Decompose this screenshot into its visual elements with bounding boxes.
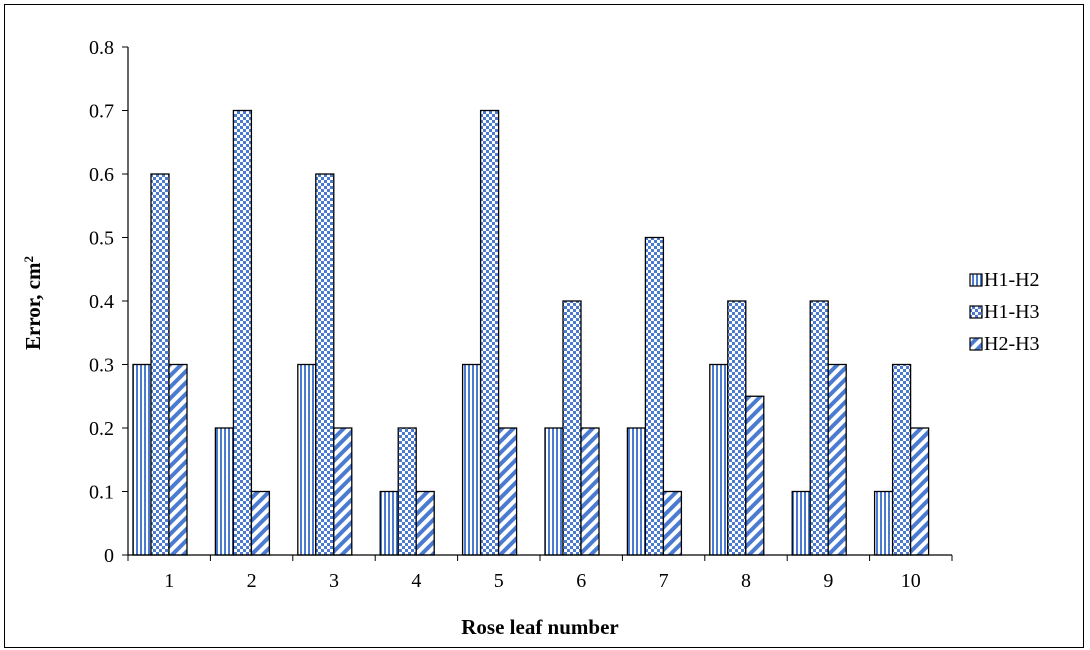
- bar-h2-h3-cat-5: [497, 427, 518, 556]
- bar-h1-h3-cat-1: [150, 173, 170, 556]
- y-tick-label: 0.5: [89, 228, 114, 250]
- bar-h2-h3-cat-8: [745, 395, 765, 556]
- x-axis-title: Rose leaf number: [461, 615, 618, 639]
- x-tick-label: 7: [659, 570, 669, 592]
- bar-h1-h3-cat-7: [644, 236, 665, 556]
- bar-h1-h2-cat-7: [626, 427, 647, 556]
- bar-h1-h3-cat-2: [232, 109, 253, 556]
- y-tick-label: 0.8: [89, 37, 114, 59]
- y-tick-label: 0.7: [89, 101, 114, 123]
- y-axis-ticks: 0 0.1 0.2 0.3 0.4 0.5 0.6 0.7 0.8: [89, 37, 128, 567]
- bar-h1-h2-cat-5: [461, 363, 482, 556]
- bar-h1-h2-cat-10: [873, 490, 894, 556]
- y-axis-title: Error, cm2: [21, 256, 46, 350]
- bar-h1-h2-cat-1: [132, 363, 152, 556]
- bar-h1-h3-cat-5: [479, 109, 500, 556]
- bar-h2-h3-cat-9: [827, 363, 847, 556]
- legend-swatch-h1-h2: [969, 273, 983, 287]
- legend: H1-H2 H1-H3 H2-H3: [969, 269, 1040, 355]
- x-tick-label: 3: [329, 570, 339, 592]
- legend-label-h2-h3: H2-H3: [984, 333, 1040, 355]
- x-tick-label: 10: [901, 570, 921, 592]
- y-tick-label: 0.1: [89, 482, 114, 504]
- bar-h2-h3-cat-3: [333, 427, 353, 556]
- x-tick-label: 6: [576, 570, 586, 592]
- legend-swatch-h2-h3: [969, 337, 983, 351]
- bar-h1-h2-cat-3: [297, 363, 317, 556]
- bar-h1-h2-cat-4: [379, 490, 399, 556]
- bar-h2-h3-cat-2: [250, 490, 271, 556]
- legend-label-h1-h3: H1-H3: [984, 301, 1040, 323]
- bar-h2-h3-cat-1: [168, 363, 188, 556]
- bar-h1-h3-cat-10: [891, 363, 912, 556]
- bar-h1-h3-cat-9: [809, 300, 829, 556]
- bar-h2-h3-cat-6: [580, 427, 600, 556]
- bar-h1-h3-cat-4: [397, 427, 417, 556]
- y-tick-label: 0.4: [89, 291, 114, 313]
- y-axis-title-main: Error, cm: [21, 262, 45, 350]
- x-tick-label: 4: [411, 570, 421, 592]
- bar-h1-h3-cat-3: [315, 173, 335, 556]
- bar-h1-h3-cat-8: [727, 300, 747, 556]
- x-tick-label: 8: [741, 570, 751, 592]
- bar-h1-h2-cat-2: [214, 427, 235, 556]
- y-axis-title-superscript: 2: [21, 256, 36, 263]
- y-tick-label: 0.3: [89, 355, 114, 377]
- x-tick-label: 2: [247, 570, 257, 592]
- x-tick-label: 9: [823, 570, 833, 592]
- bar-h2-h3-cat-10: [909, 427, 930, 556]
- bar-h1-h2-cat-8: [709, 363, 729, 556]
- bar-h2-h3-cat-7: [662, 490, 683, 556]
- y-tick-label: 0: [104, 545, 114, 567]
- bar-h1-h2-cat-9: [791, 490, 811, 556]
- legend-swatch-h1-h3: [969, 305, 983, 319]
- bar-h1-h2-cat-6: [544, 427, 564, 556]
- x-axis-ticks: 1 2 3 4 5 6 7 8 9 10: [127, 555, 953, 592]
- legend-label-h1-h2: H1-H2: [984, 269, 1040, 291]
- y-tick-label: 0.6: [89, 164, 114, 186]
- bar-h2-h3-cat-4: [415, 490, 435, 556]
- x-tick-label: 1: [164, 570, 174, 592]
- x-tick-label: 5: [494, 570, 504, 592]
- y-tick-label: 0.2: [89, 418, 114, 440]
- bars: [132, 109, 930, 556]
- bar-h1-h3-cat-6: [562, 300, 582, 556]
